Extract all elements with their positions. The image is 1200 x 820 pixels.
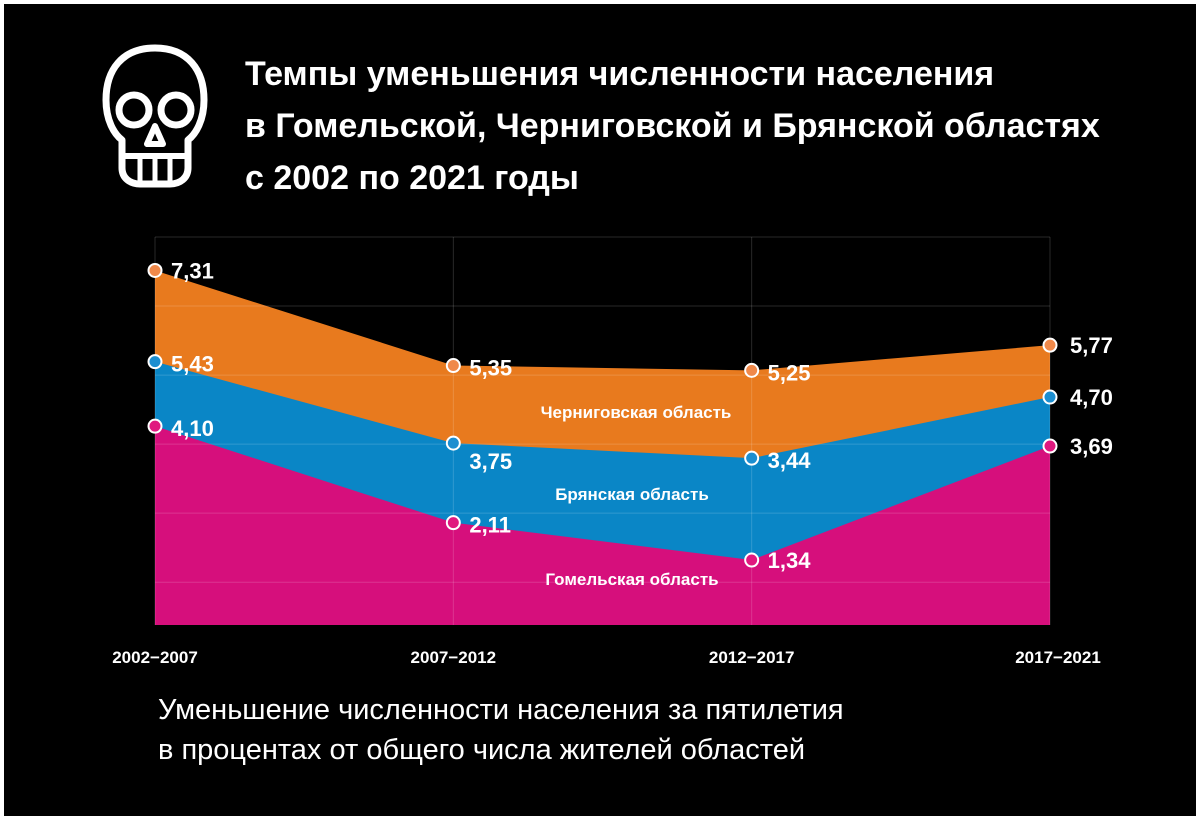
data-label-chernihiv: 5,25 — [768, 360, 811, 385]
data-point-gomel — [744, 552, 760, 568]
chart-title-line-2: в Гомельской, Черниговской и Брянской об… — [245, 107, 1100, 145]
data-point-gomel — [445, 515, 461, 531]
data-point-bryansk — [1042, 389, 1058, 405]
series-label-chernihiv: Черниговская область — [541, 403, 732, 422]
data-label-gomel: 2,11 — [469, 513, 511, 538]
chart-title-line-1: Темпы уменьшения численности населения — [245, 55, 995, 93]
data-point-chernihiv — [1042, 337, 1058, 353]
data-label-bryansk: 5,43 — [171, 352, 214, 377]
data-label-gomel: 1,34 — [768, 548, 812, 573]
data-label-bryansk: 3,44 — [768, 448, 812, 473]
series-label-bryansk: Брянская область — [555, 485, 709, 504]
data-point-bryansk — [445, 435, 461, 451]
chart-title-line-3: с 2002 по 2021 годы — [245, 159, 579, 197]
chart-caption-line-1: Уменьшение численности населения за пяти… — [158, 694, 844, 726]
chart-caption-line-2: в процентах от общего числа жителей обла… — [158, 734, 806, 766]
data-point-gomel — [1042, 438, 1058, 454]
chart-caption: Уменьшение численности населения за пяти… — [158, 690, 1058, 770]
data-label-chernihiv: 7,31 — [171, 258, 214, 283]
data-point-bryansk — [147, 354, 163, 370]
data-point-bryansk — [744, 450, 760, 466]
x-tick-label: 2002−2007 — [112, 648, 198, 667]
x-tick-label: 2017−2021 — [1015, 648, 1101, 667]
data-point-gomel — [147, 418, 163, 434]
data-point-chernihiv — [744, 362, 760, 378]
chart-title: Темпы уменьшения численности населения в… — [245, 48, 1145, 204]
series-label-gomel: Гомельская область — [545, 570, 718, 589]
data-point-chernihiv — [147, 262, 163, 278]
data-label-chernihiv: 5,77 — [1070, 333, 1113, 358]
x-tick-label: 2007−2012 — [411, 648, 497, 667]
data-label-gomel: 3,69 — [1070, 434, 1113, 459]
data-label-chernihiv: 5,35 — [469, 356, 512, 381]
x-tick-label: 2012−2017 — [709, 648, 795, 667]
data-label-bryansk: 4,70 — [1070, 385, 1113, 410]
data-point-chernihiv — [445, 358, 461, 374]
skull-icon — [102, 44, 208, 188]
data-label-gomel: 4,10 — [171, 416, 214, 441]
area-gomel — [155, 426, 1050, 625]
data-label-bryansk: 3,75 — [469, 449, 512, 474]
